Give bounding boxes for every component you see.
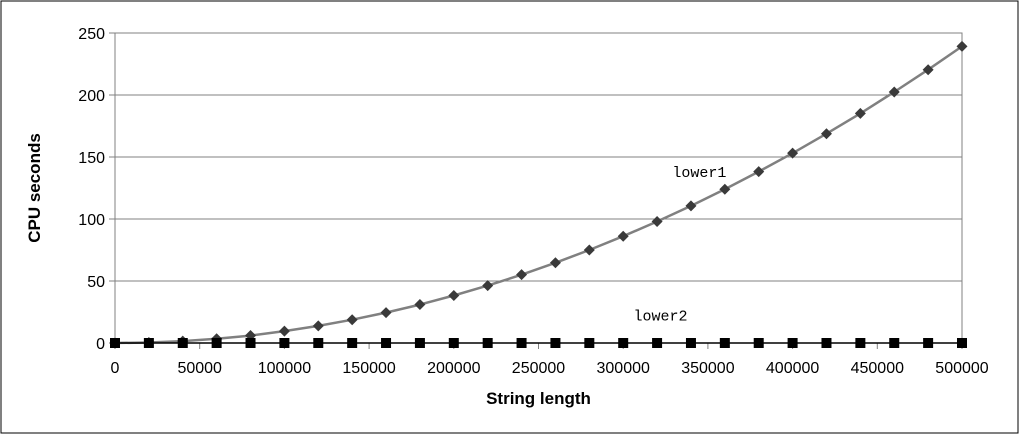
x-tick-label: 250000	[512, 360, 565, 377]
point-lower1	[651, 215, 663, 227]
point-lower1	[753, 166, 765, 178]
point-lower2	[414, 338, 425, 348]
point-lower1	[888, 86, 900, 98]
point-lower2	[313, 338, 324, 348]
x-tick-label: 450000	[851, 360, 904, 377]
point-lower1	[583, 244, 595, 256]
y-tick-label: 50	[87, 274, 105, 291]
point-lower1	[956, 40, 968, 52]
point-lower2	[923, 338, 934, 348]
y-axis-title: CPU seconds	[25, 133, 44, 243]
point-lower2	[889, 338, 900, 348]
x-tick-label: 500000	[935, 360, 988, 377]
point-lower1	[685, 200, 697, 212]
point-lower2	[957, 338, 967, 348]
x-tick-label: 400000	[766, 360, 819, 377]
series-annotation-lower1: lower1	[672, 165, 726, 182]
point-lower2	[652, 338, 663, 348]
point-lower2	[279, 338, 290, 348]
point-lower1	[549, 257, 561, 269]
x-tick-label: 100000	[258, 360, 311, 377]
point-lower1	[278, 325, 290, 337]
point-lower1	[719, 183, 731, 195]
point-lower2	[245, 338, 256, 348]
point-lower1	[820, 128, 832, 140]
x-tick-label: 0	[111, 360, 120, 377]
point-lower2	[584, 338, 595, 348]
point-lower1	[787, 147, 799, 159]
point-lower1	[448, 290, 460, 302]
point-lower1	[482, 280, 494, 292]
y-tick-label: 250	[78, 26, 105, 43]
point-lower1	[617, 230, 629, 242]
x-axis-title: String length	[486, 389, 591, 408]
point-lower2	[787, 338, 798, 348]
y-tick-label: 200	[78, 88, 105, 105]
point-lower2	[110, 338, 120, 348]
point-lower2	[550, 338, 561, 348]
point-lower2	[448, 338, 459, 348]
point-lower2	[821, 338, 832, 348]
point-lower1	[414, 299, 426, 311]
point-lower2	[855, 338, 866, 348]
point-lower1	[516, 269, 528, 281]
y-tick-label: 150	[78, 150, 105, 167]
series-layer	[109, 40, 968, 349]
point-lower2	[211, 338, 222, 348]
series-annotation-lower2: lower2	[633, 309, 687, 326]
point-lower1	[346, 314, 358, 326]
point-lower2	[618, 338, 629, 348]
point-lower1	[312, 320, 324, 332]
point-lower2	[685, 338, 696, 348]
axis-layer: 0 50 100 150 200 250 0 50000 100000 150000 200000 2…	[78, 26, 989, 377]
point-lower2	[347, 338, 358, 348]
point-lower2	[482, 338, 493, 348]
point-lower1	[380, 307, 392, 319]
x-tick-label: 300000	[597, 360, 650, 377]
point-lower2	[719, 338, 730, 348]
y-tick-label: 0	[96, 336, 105, 353]
x-tick-label: 150000	[342, 360, 395, 377]
x-tick-label: 200000	[427, 360, 480, 377]
point-lower1	[922, 64, 934, 76]
point-lower2	[177, 338, 188, 348]
point-lower2	[143, 338, 154, 348]
y-tick-label: 100	[78, 212, 105, 229]
point-lower2	[381, 338, 392, 348]
label-layer: lower1 lower2	[633, 165, 726, 326]
point-lower2	[753, 338, 764, 348]
x-tick-label: 350000	[681, 360, 734, 377]
point-lower1	[854, 107, 866, 119]
series-line-lower1	[114, 45, 963, 345]
x-tick-label: 50000	[177, 360, 222, 377]
point-lower2	[516, 338, 527, 348]
